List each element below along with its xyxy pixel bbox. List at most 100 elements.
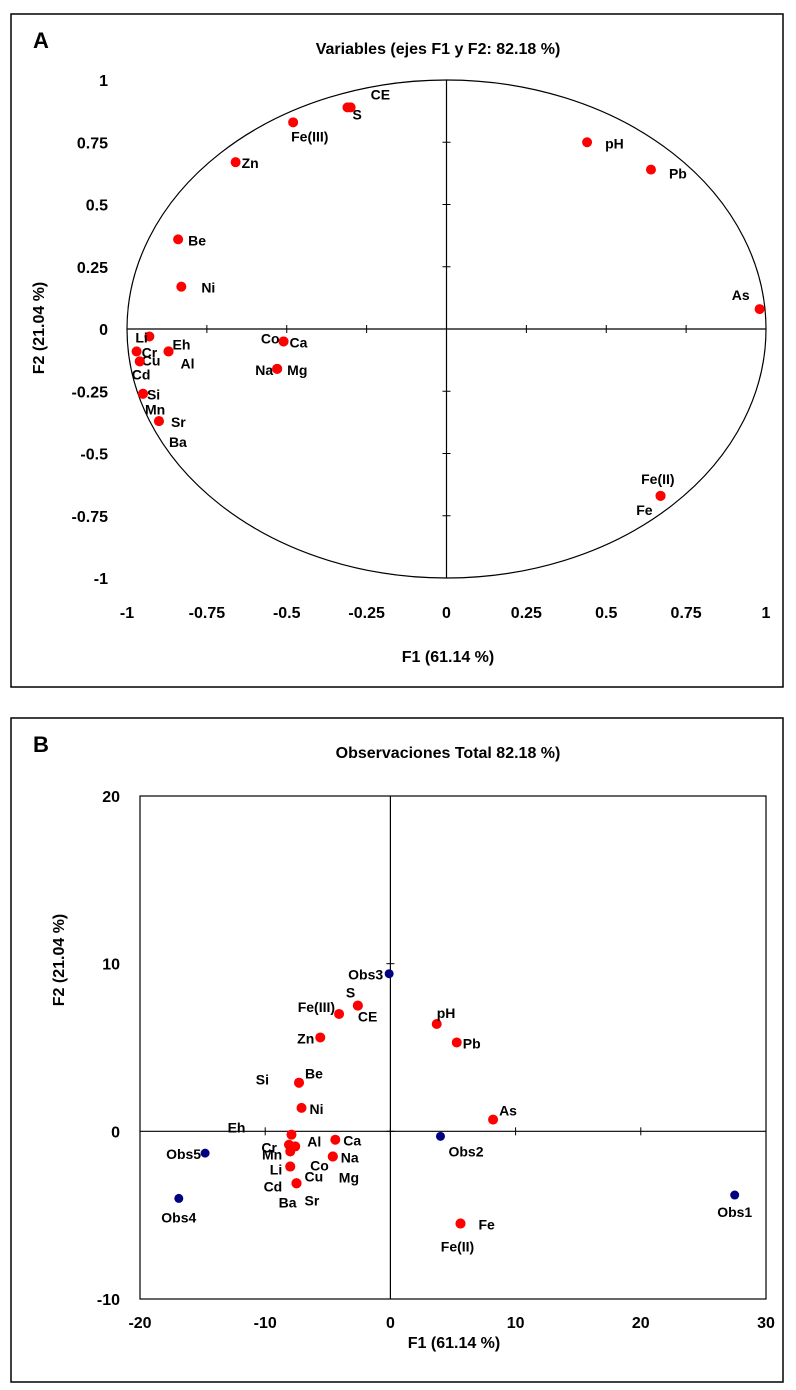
panel-b-x-axis-label: F1 (61.14 %) [408,1335,500,1352]
panel-b-variable-pb [451,1037,462,1048]
panel-b-variable-zn [315,1032,326,1043]
panel-a-point-ph [582,137,593,148]
panel-a-point-mg [272,363,283,374]
panel-b-variable-label: Ca [343,1133,361,1149]
panel-a-point-s [342,102,353,113]
panel-b-observation-obs4 [174,1193,184,1203]
panel-a-point-cr [131,346,142,357]
panel-a-point-zn [230,157,241,168]
panel-a-point-label: Si [147,387,160,403]
panel-a-point-label: As [732,287,750,303]
panel-a-x-tick-label: 0.75 [671,605,702,622]
panel-b-x-tick-label: 30 [757,1315,775,1332]
panel-a-point-label: Fe(II) [641,471,674,487]
panel-a-point-label: Fe(III) [291,128,328,144]
panel-b-variable-label: Eh [228,1120,246,1136]
panel-b-variable-feii [455,1218,466,1229]
panel-b-variable-label: Cu [305,1168,324,1184]
panel-a-point-as [754,304,765,315]
panel-a-point-label: Zn [242,155,259,171]
panel-a-y-tick-label: 0.25 [77,260,108,277]
panel-b-y-tick-label: -10 [97,1292,120,1309]
panel-a-point-label: Cd [132,366,151,382]
panel-a-point-ca [278,336,289,347]
panel-b-title: Observaciones Total 82.18 %) [336,745,561,762]
panel-a-plot-area: -1 -0.75 -0.5 -0.25 0 0.25 0.5 0.75 1 1 0.75 0.5 0.2… [72,73,771,622]
panel-b-observation-label: Obs5 [166,1146,201,1162]
panel-b-letter: B [33,732,49,757]
panel-a-point-label: Mg [287,362,307,378]
panel-b-variable-label: Cr [261,1140,277,1156]
panel-b-observation-label: Obs4 [161,1209,196,1225]
panel-a-x-tick-label: 0.25 [511,605,542,622]
panel-b-variable-label: Zn [297,1030,314,1046]
panel-b-x-tick-label: 10 [507,1315,525,1332]
panel-b: B Observaciones Total 82.18 %) F1 (61.14… [10,717,784,1383]
panel-b-observation-obs5 [200,1148,210,1158]
panel-a-title: Variables (ejes F1 y F2: 82.18 %) [316,41,561,58]
panel-b-variable-ca [330,1134,341,1145]
panel-a-point-label: Be [188,232,206,248]
panel-b-variable-si [294,1077,305,1088]
panel-a-point-li [144,331,155,342]
panel-b-variable-as [488,1114,499,1125]
panel-b-variable-label: Sr [305,1192,320,1208]
panel-b-variable-cd [285,1161,296,1172]
panel-b-y-axis-label: F2 (21.04 %) [51,914,68,1006]
panel-b-y-tick-label: 20 [102,789,120,806]
panel-a-frame [10,13,784,688]
panel-a-point-ni [176,281,187,292]
panel-a: A Variables (ejes F1 y F2: 82.18 %) F1 (… [10,13,784,688]
panel-b-variable-label: Ba [279,1194,297,1210]
panel-b-x-tick-label: 20 [632,1315,650,1332]
panel-b-variable-label: Fe(III) [298,999,335,1015]
panel-b-variable-mg [327,1151,338,1162]
panel-b-variable-label: pH [437,1005,456,1021]
panel-b-variable-label: Li [270,1162,282,1178]
panel-b-variable-label: Co [310,1157,329,1173]
panel-b-variable-label: Ni [310,1101,324,1117]
panel-b-observation-obs2 [435,1131,445,1141]
panel-a-x-axis-label: F1 (61.14 %) [402,649,494,666]
panel-a-x-tick-label: 0.5 [595,605,617,622]
panel-a-point-label: Cr [142,344,158,360]
panel-b-x-tick-label: -20 [128,1315,151,1332]
panel-a-x-tick-label: -0.5 [273,605,301,622]
panel-a-point-label: Cu [142,352,161,368]
panel-a-point-label: S [352,106,361,122]
panel-b-observation-label: Obs3 [348,967,383,983]
panel-b-variable-label: Cd [264,1179,283,1195]
panel-b-variable-label: S [346,985,355,1001]
panel-a-point-label: Mn [145,402,165,418]
panel-b-variable-feiii [334,1008,345,1019]
panel-b-variable-label: As [499,1103,517,1119]
panel-a-point-label: Ba [169,434,187,450]
panel-a-y-tick-label: 1 [99,73,108,90]
panel-b-variable-ni [296,1102,307,1113]
panel-a-letter: A [33,28,49,53]
panel-b-variable-label: Mg [339,1169,359,1185]
panel-b-variable-eh [286,1129,297,1140]
panel-b-frame [10,717,784,1383]
panel-b-variable-label: Fe [479,1217,496,1233]
panel-a-point-label: Eh [173,336,191,352]
panel-a-point-label: Pb [669,166,687,182]
panel-a-point-label: Ni [201,280,215,296]
panel-a-x-tick-label: 1 [762,605,771,622]
panel-b-variable-label: Mn [262,1146,282,1162]
panel-a-point-pb [645,164,656,175]
panel-b-variable-sr [291,1178,302,1189]
panel-a-x-tick-label: -0.25 [348,605,385,622]
panel-a-point-label: Na [255,362,273,378]
panel-a-y-axis-label: F2 (21.04 %) [31,282,48,374]
panel-b-observation-label: Obs1 [717,1204,752,1220]
panel-a-point-be [173,234,184,245]
panel-a-y-tick-label: -0.5 [80,447,108,464]
panel-b-observation-label: Obs2 [448,1143,483,1159]
panel-a-y-tick-label: -0.25 [72,384,109,401]
panel-a-point-label: pH [605,135,624,151]
panel-a-point-label: Li [135,329,147,345]
panel-b-x-tick-label: 0 [386,1315,395,1332]
panel-b-variable-label: Pb [463,1035,481,1051]
